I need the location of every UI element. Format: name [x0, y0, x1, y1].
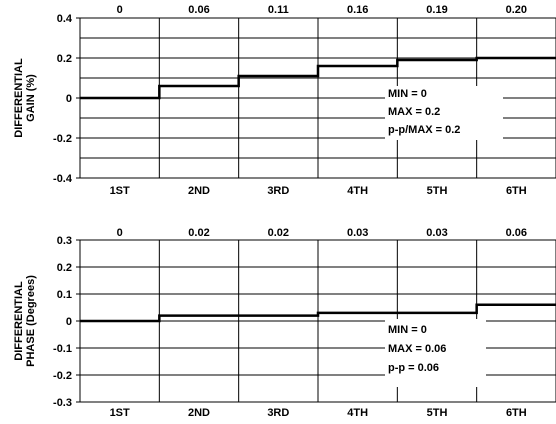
- y-tick-label: -0.3: [53, 397, 72, 409]
- y-tick-label: 0.3: [57, 235, 72, 247]
- x-category-label: 1ST: [110, 185, 130, 197]
- annotation-text: MIN = 0: [388, 324, 427, 336]
- y-tick-label: 0.2: [57, 262, 72, 274]
- y-axis-label-line: PHASE (Degrees): [25, 275, 37, 367]
- x-category-label: 2ND: [188, 185, 210, 197]
- series-step-line: [80, 56, 556, 100]
- x-category-label: 4TH: [347, 185, 368, 197]
- x-category-label: 6TH: [506, 407, 527, 419]
- y-tick-label: -0.1: [53, 343, 72, 355]
- y-tick-label: 0.1: [57, 289, 72, 301]
- series-step-line: [80, 303, 556, 323]
- top-value-label: 0.19: [426, 4, 447, 16]
- y-axis-label-line: GAIN (%): [25, 74, 37, 122]
- y-axis-label: DIFFERENTIALPHASE (Degrees): [13, 275, 37, 367]
- y-tick-label: -0.2: [53, 370, 72, 382]
- differential-phase-panel: 0.3 0.2 0.1 0 -0.1 -0.2 -0.3 0 0.02 0.02 0.03 0.03 0…: [13, 227, 556, 419]
- annotation-text: p-p = 0.06: [388, 362, 439, 374]
- y-tick-label: -0.4: [53, 173, 73, 185]
- top-value-label: 0.11: [268, 4, 289, 16]
- top-value-label: 0.16: [347, 4, 368, 16]
- top-value-label: 0.02: [268, 227, 289, 239]
- y-tick-label: 0.2: [57, 53, 72, 65]
- annotation-box: [385, 86, 503, 140]
- y-axis-label-line: DIFFERENTIAL: [13, 281, 25, 361]
- x-category-label: 2ND: [188, 407, 210, 419]
- y-tick-label: 0: [66, 93, 72, 105]
- top-value-label: 0.06: [506, 227, 527, 239]
- annotation-box: [385, 319, 486, 387]
- x-category-label: 1ST: [110, 407, 130, 419]
- y-tick-label: 0.4: [57, 13, 73, 25]
- top-value-label: 0.03: [347, 227, 368, 239]
- top-value-label: 0.20: [506, 4, 527, 16]
- x-category-label: 5TH: [427, 185, 448, 197]
- annotation-text: MAX = 0.06: [388, 343, 446, 355]
- y-tick-label: -0.2: [53, 133, 72, 145]
- x-category-label: 4TH: [347, 407, 368, 419]
- y-tick-label: 0: [66, 316, 72, 328]
- x-category-label: 5TH: [427, 407, 448, 419]
- x-category-label: 3RD: [267, 407, 289, 419]
- top-value-label: 0.02: [188, 227, 209, 239]
- annotation-text: MIN = 0: [388, 88, 427, 100]
- x-category-label: 3RD: [267, 185, 289, 197]
- top-value-label: 0.03: [426, 227, 447, 239]
- annotation-text: p-p/MAX = 0.2: [388, 124, 460, 136]
- top-value-label: 0: [117, 227, 123, 239]
- top-value-label: 0.06: [188, 4, 209, 16]
- y-axis-label: DIFFERENTIALGAIN (%): [13, 58, 37, 138]
- y-axis-label-line: DIFFERENTIAL: [13, 58, 25, 138]
- x-category-label: 6TH: [506, 185, 527, 197]
- top-value-label: 0: [117, 4, 123, 16]
- annotation-text: MAX = 0.2: [388, 106, 440, 118]
